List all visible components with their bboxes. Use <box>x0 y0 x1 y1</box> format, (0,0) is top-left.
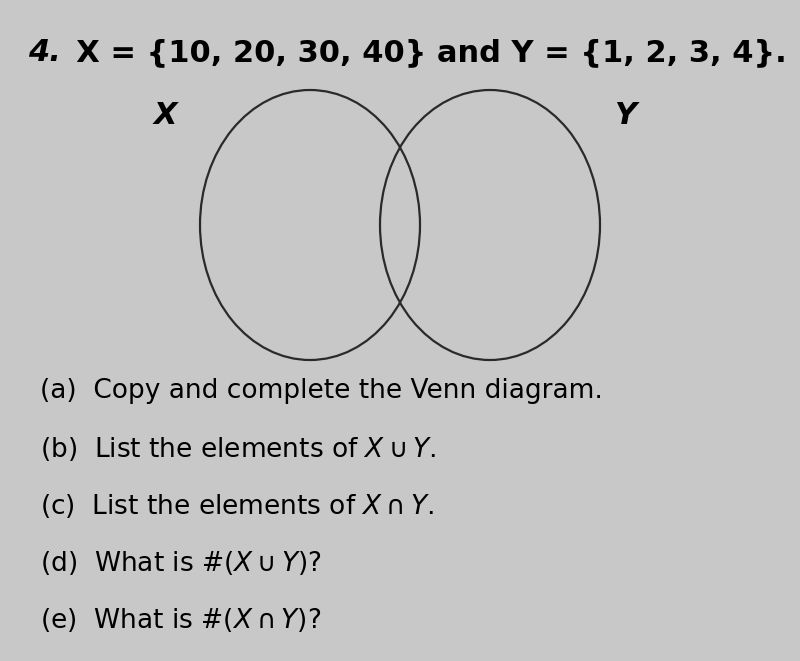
Text: 4.: 4. <box>28 38 61 67</box>
Text: (c)  List the elements of $X \cap Y$.: (c) List the elements of $X \cap Y$. <box>40 492 434 520</box>
Text: X = {10, 20, 30, 40} and Y = {1, 2, 3, 4}.: X = {10, 20, 30, 40} and Y = {1, 2, 3, 4… <box>55 38 786 67</box>
Text: (e)  What is #$(X \cap Y)$?: (e) What is #$(X \cap Y)$? <box>40 606 322 634</box>
Text: Y: Y <box>614 100 636 130</box>
Text: (a)  Copy and complete the Venn diagram.: (a) Copy and complete the Venn diagram. <box>40 378 603 404</box>
Text: X: X <box>154 100 177 130</box>
Text: (d)  What is #$(X \cup Y)$?: (d) What is #$(X \cup Y)$? <box>40 549 322 577</box>
Text: (b)  List the elements of $X \cup Y$.: (b) List the elements of $X \cup Y$. <box>40 435 436 463</box>
